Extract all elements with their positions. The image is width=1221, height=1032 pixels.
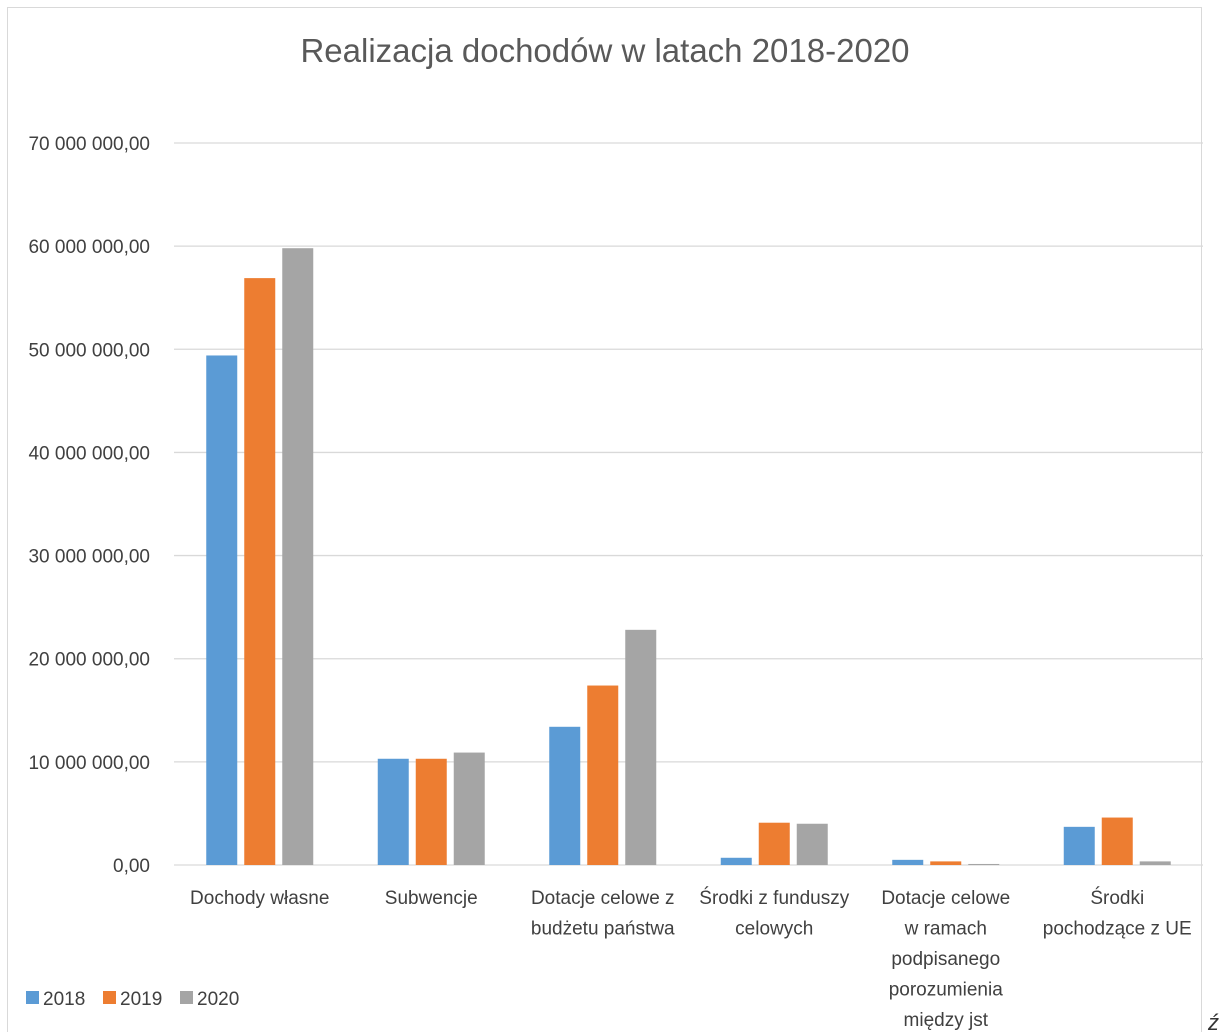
bar-2020-cat-2	[453, 752, 485, 865]
bar-2019-cat-6	[1101, 817, 1133, 865]
category-label: budżetu państwa	[531, 919, 675, 940]
gridlines	[174, 142, 1203, 866]
category-label: pochodzące z UE	[1043, 919, 1192, 940]
bar-2020-cat-3	[625, 629, 657, 865]
bar-2019-cat-2	[415, 758, 447, 865]
bar-2019-cat-5	[930, 861, 962, 865]
chart-title: Realizacja dochodów w latach 2018-2020	[300, 32, 909, 69]
legend-swatch-2018	[26, 991, 39, 1004]
category-label: Środki	[1090, 887, 1144, 909]
legend: 2018 2019 2020	[26, 989, 239, 1010]
y-tick-label: 10 000 000,00	[28, 753, 150, 774]
legend-swatch-2020	[180, 991, 193, 1004]
bar-2019-cat-4	[758, 822, 790, 865]
bar-2018-cat-3	[549, 726, 581, 865]
y-tick-label: 30 000 000,00	[28, 547, 150, 568]
y-tick-label: 50 000 000,00	[28, 340, 150, 361]
bar-2020-cat-6	[1139, 861, 1171, 865]
legend-label-2020: 2020	[197, 989, 239, 1010]
y-axis-ticks: 0,00 10 000 000,00 20 000 000,00 30 000 000…	[28, 134, 150, 877]
category-label: celowych	[735, 919, 813, 940]
bar-2018-cat-2	[377, 758, 409, 865]
category-label: między jst	[904, 1010, 989, 1031]
legend-label-2018: 2018	[43, 989, 85, 1010]
category-label: podpisanego	[891, 949, 1000, 970]
y-tick-label: 40 000 000,00	[28, 443, 150, 464]
category-label: Dochody własne	[190, 888, 329, 909]
bars	[206, 248, 1171, 866]
category-label: porozumienia	[889, 980, 1003, 1001]
bar-2019-cat-3	[587, 685, 619, 865]
y-tick-label: 0,00	[113, 856, 150, 877]
bar-2018-cat-5	[892, 859, 924, 865]
bar-2019-cat-1	[244, 278, 276, 865]
bar-2020-cat-1	[282, 248, 314, 866]
legend-label-2019: 2019	[120, 989, 162, 1010]
bar-2018-cat-1	[206, 355, 238, 865]
category-label: w ramach	[904, 919, 987, 940]
y-tick-label: 70 000 000,00	[28, 134, 150, 155]
bar-2020-cat-4	[796, 823, 828, 865]
x-axis-labels: Dochody własne Subwencje Dotacje celowe z b…	[190, 887, 1192, 1031]
y-tick-label: 60 000 000,00	[28, 237, 150, 258]
category-label: Dotacje celowe z	[531, 888, 675, 909]
corner-mark: ź	[1207, 1010, 1219, 1032]
legend-swatch-2019	[103, 991, 116, 1004]
category-label: Środki z funduszy	[699, 887, 849, 909]
bar-2020-cat-5	[968, 863, 1000, 865]
category-label: Subwencje	[385, 888, 478, 909]
category-label: Dotacje celowe	[881, 888, 1010, 909]
y-tick-label: 20 000 000,00	[28, 650, 150, 671]
chart-frame	[7, 7, 1202, 1032]
bar-2018-cat-6	[1063, 826, 1095, 865]
bar-2018-cat-4	[720, 857, 752, 865]
